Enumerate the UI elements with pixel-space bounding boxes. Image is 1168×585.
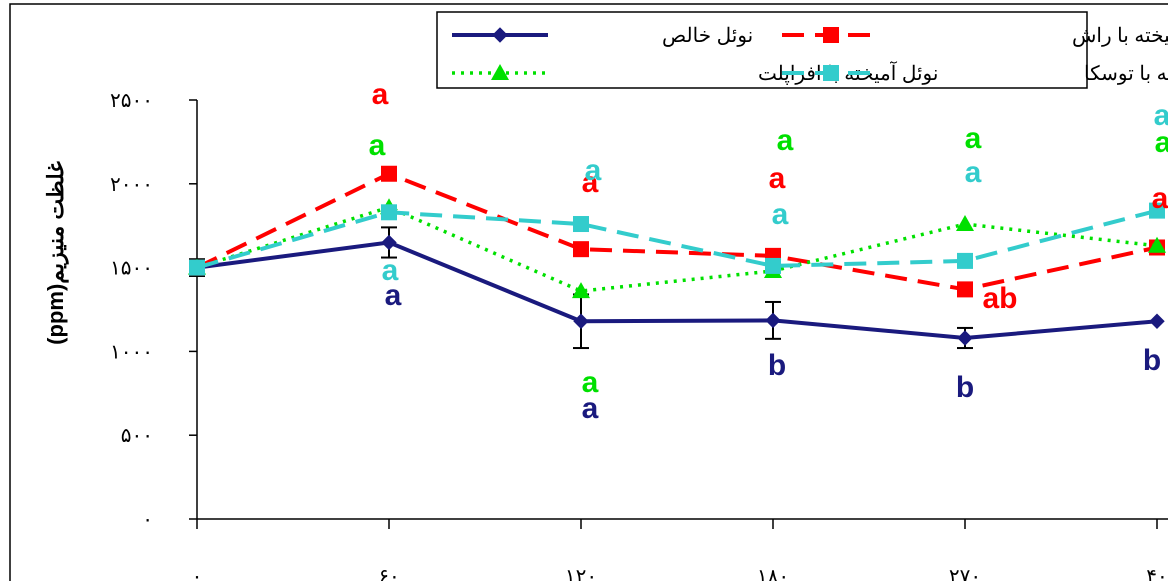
significance-letter: a	[965, 122, 982, 155]
significance-letter: ab	[982, 282, 1017, 315]
y-tick-label: ۱۵۰۰	[110, 256, 153, 280]
series-line-4	[196, 208, 1158, 270]
significance-letter: a	[372, 78, 389, 111]
significance-letter: a	[585, 154, 602, 187]
significance-letter: a	[1155, 126, 1168, 159]
series-2-point	[381, 165, 397, 182]
legend-swatch-marker	[823, 65, 839, 81]
legend: نوئل خالص نوئل آمیخته با راش نوئل آمیخته ب…	[436, 11, 1168, 89]
significance-letter: a	[582, 392, 599, 425]
series-1-point	[381, 234, 397, 251]
y-axis-label: غلظت منیزیم(ppm)	[43, 161, 69, 345]
series-4-point	[189, 259, 205, 276]
legend-swatch-marker	[492, 27, 508, 43]
legend-box	[436, 11, 1088, 89]
series-3-point	[572, 282, 590, 299]
series-line-2	[196, 171, 1158, 292]
y-tick-label: ۲۰۰۰	[110, 172, 153, 196]
significance-letter: a	[769, 162, 786, 195]
series-4-point	[957, 252, 973, 269]
x-tick-label: ۱۲۰	[565, 564, 597, 581]
significance-letter: a	[1152, 182, 1168, 215]
legend-label: نوئل آمیخته با توسکا	[1084, 61, 1168, 85]
significance-letter: a	[369, 129, 386, 162]
series-4-point	[381, 204, 397, 221]
series-1-point	[1149, 313, 1165, 329]
x-tick-label: ۴۰	[1146, 564, 1167, 581]
x-tick-label: ۶۰	[378, 564, 399, 581]
x-tick-label: ۲۷۰	[949, 564, 981, 581]
axes: ۰ ۵۰۰ ۱۰۰۰ ۱۵۰۰ ۲۰۰۰ ۲۵۰۰ ۰ ۶۰ ۱۲۰ ۱۸۰ ۲۷۰ ۴۰	[110, 88, 1168, 585]
series-3-point	[1148, 236, 1166, 253]
significance-letter: a	[382, 254, 399, 287]
significance-letter: a	[582, 166, 599, 199]
significance-letter: a	[965, 156, 982, 189]
series-line-1	[196, 240, 1158, 340]
legend-label: نوئل خالص	[662, 25, 753, 47]
legend-swatch-marker	[491, 64, 509, 80]
legend-swatch-marker	[823, 27, 839, 43]
series-4-point	[1149, 202, 1165, 219]
y-tick-label: ۵۰۰	[121, 423, 153, 447]
significance-letter: a	[385, 279, 402, 312]
y-tick-label: ۰	[142, 507, 153, 531]
significance-letter: b	[1143, 344, 1161, 377]
series-1-point	[765, 312, 781, 329]
series-4-point	[573, 216, 589, 233]
significance-letter: a	[777, 124, 794, 157]
x-tick-label: ۰	[192, 564, 203, 581]
series-3-point	[956, 215, 974, 232]
series-2-point	[573, 241, 589, 258]
x-tick-label: ۱۸۰	[757, 564, 789, 581]
significance-letter: a	[772, 198, 789, 231]
significance-letter: b	[768, 349, 786, 382]
legend-label: نوئل آمیخته با راش	[1072, 23, 1168, 47]
series-2-point	[957, 281, 973, 298]
series-1-point	[957, 330, 973, 346]
significance-letter: a	[582, 366, 599, 399]
significance-letter: a	[1154, 99, 1168, 132]
significance-letter: b	[956, 371, 974, 404]
y-tick-label: ۲۵۰۰	[110, 88, 153, 112]
series-1-point	[573, 313, 589, 329]
series-layer	[188, 165, 1166, 346]
series-4-point	[765, 257, 781, 274]
y-tick-label: ۱۰۰۰	[110, 339, 153, 363]
